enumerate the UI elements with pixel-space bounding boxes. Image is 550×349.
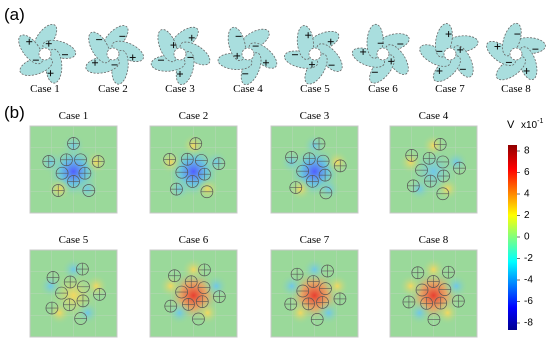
scale-exponent: -1	[537, 118, 543, 125]
colorbar-tick-label: 4	[524, 189, 530, 200]
field-halo	[398, 274, 423, 299]
field-halo	[167, 300, 192, 325]
field-halo	[61, 257, 86, 282]
map-title: Case 3	[300, 110, 330, 122]
map-title: Case 4	[419, 110, 449, 122]
field-halo	[75, 176, 100, 201]
field-halo	[407, 300, 432, 325]
field-halo	[195, 176, 220, 201]
field-halo	[38, 274, 63, 299]
pinwheel	[351, 23, 410, 84]
map-title: Case 7	[300, 234, 330, 246]
colorbar-tick-label: -4	[524, 275, 533, 286]
field-halo	[279, 274, 304, 299]
colorbar-tick-label: 8	[524, 146, 530, 157]
petal	[157, 29, 178, 63]
field-halo	[421, 133, 446, 158]
field-halo	[302, 257, 327, 282]
hole	[38, 47, 52, 61]
map-title: Case 2	[179, 110, 209, 122]
pinwheel	[486, 22, 546, 81]
field-map	[29, 249, 118, 338]
hole	[241, 47, 255, 61]
case-label: Case 3	[165, 83, 195, 95]
field-halo	[38, 150, 63, 175]
field-halo	[302, 133, 327, 158]
colorbar-tick-label: 6	[524, 167, 530, 178]
pinwheel	[217, 26, 278, 86]
field-map	[149, 125, 238, 214]
case-label: Case 5	[300, 83, 330, 95]
colorbar-tick-label: -2	[524, 253, 533, 264]
field-halo	[435, 176, 460, 201]
pinwheel	[150, 26, 211, 86]
field-map	[389, 249, 478, 338]
field-halo	[325, 150, 350, 175]
field-halo	[435, 300, 460, 325]
field-map	[270, 249, 359, 338]
field-map	[29, 125, 118, 214]
case-label: Case 2	[98, 83, 128, 95]
field-map	[149, 249, 238, 338]
field-halo	[421, 257, 446, 282]
petal	[227, 26, 246, 62]
map-title: Case 5	[59, 234, 89, 246]
field-halo	[204, 274, 229, 299]
colorbar-tick-label: -6	[524, 296, 533, 307]
colorbar-tick-label: 0	[524, 232, 530, 243]
pinwheel	[284, 25, 343, 85]
field-halo	[181, 133, 206, 158]
case-label: Case 7	[435, 83, 465, 95]
colorbar-unit: V	[507, 119, 515, 131]
panel-label: (b)	[4, 103, 25, 122]
hole	[509, 47, 523, 61]
field-halo	[204, 150, 229, 175]
pinwheel	[18, 23, 77, 84]
hole	[308, 47, 322, 61]
colorbar-tick-label: -8	[524, 318, 533, 329]
hole	[173, 47, 187, 61]
field-halo	[398, 150, 423, 175]
petal	[18, 34, 44, 65]
field-halo	[158, 274, 183, 299]
case-label: Case 4	[233, 83, 263, 95]
pinwheel	[419, 23, 479, 83]
case-label: Case 1	[30, 83, 60, 95]
map-title: Case 8	[419, 234, 449, 246]
field-halo	[288, 176, 313, 201]
hole	[443, 47, 457, 61]
panel-label: (a)	[4, 5, 25, 24]
petal	[88, 31, 111, 64]
hole	[106, 47, 120, 61]
scale-base: x10	[521, 120, 538, 131]
field-halo	[84, 150, 109, 175]
field-halo	[47, 176, 72, 201]
map-title: Case 6	[179, 234, 209, 246]
case-label: Case 8	[501, 83, 531, 95]
colorbar	[508, 145, 517, 330]
field-halo	[84, 274, 109, 299]
field-halo	[47, 300, 72, 325]
pinwheel	[85, 25, 144, 85]
case-label: Case 6	[368, 83, 398, 95]
colorbar-scale: x10-1	[521, 118, 543, 131]
field-halo	[181, 257, 206, 282]
field-map	[270, 125, 359, 214]
field-halo	[316, 176, 341, 201]
field-map	[389, 125, 478, 214]
field-halo	[325, 274, 350, 299]
map-title: Case 1	[59, 110, 89, 122]
colorbar-tick-label: 2	[524, 210, 530, 221]
hole	[376, 47, 390, 61]
field-halo	[288, 300, 313, 325]
